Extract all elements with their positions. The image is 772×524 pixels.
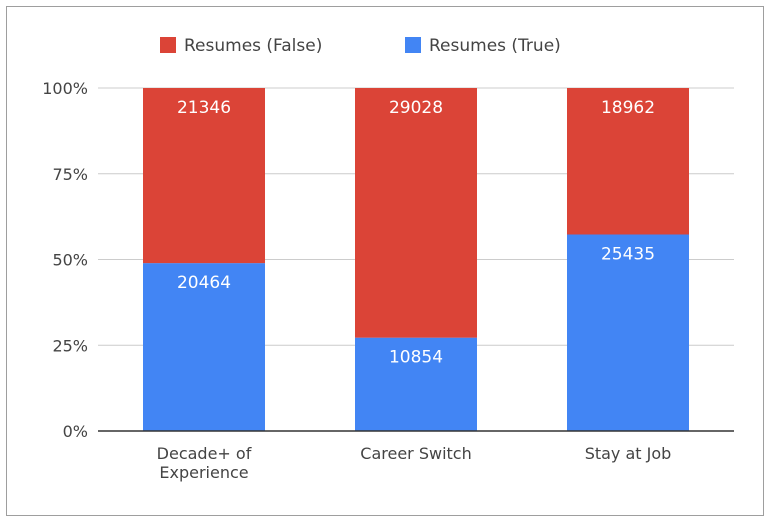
bar-segment-resumes-false: [355, 88, 477, 338]
y-tick-label: 100%: [42, 79, 88, 98]
y-tick-label: 50%: [52, 251, 88, 270]
bar-segment-resumes-false: [143, 88, 265, 264]
y-tick-label: 0%: [63, 422, 88, 441]
data-label-resumes-false: 21346: [177, 98, 231, 118]
legend-label: Resumes (True): [429, 36, 561, 56]
legend-swatch: [405, 37, 421, 53]
data-label-resumes-true: 25435: [601, 244, 655, 264]
data-label-resumes-false: 18962: [601, 98, 655, 118]
y-tick-label: 75%: [52, 165, 88, 184]
x-category-label: Stay at Job: [585, 444, 672, 463]
data-label-resumes-false: 29028: [389, 98, 443, 118]
legend-swatch: [160, 37, 176, 53]
legend-label: Resumes (False): [184, 36, 322, 56]
data-label-resumes-true: 10854: [389, 348, 443, 368]
bar-segment-resumes-true: [355, 337, 477, 431]
x-category-label: Experience: [159, 463, 248, 482]
bar-segment-resumes-true: [567, 234, 689, 431]
data-label-resumes-true: 20464: [177, 273, 231, 293]
bar-segment-resumes-true: [143, 263, 265, 431]
x-category-label: Decade+ of: [157, 444, 252, 463]
bar-segment-resumes-false: [567, 88, 689, 235]
y-tick-label: 25%: [52, 336, 88, 355]
x-category-label: Career Switch: [360, 444, 471, 463]
